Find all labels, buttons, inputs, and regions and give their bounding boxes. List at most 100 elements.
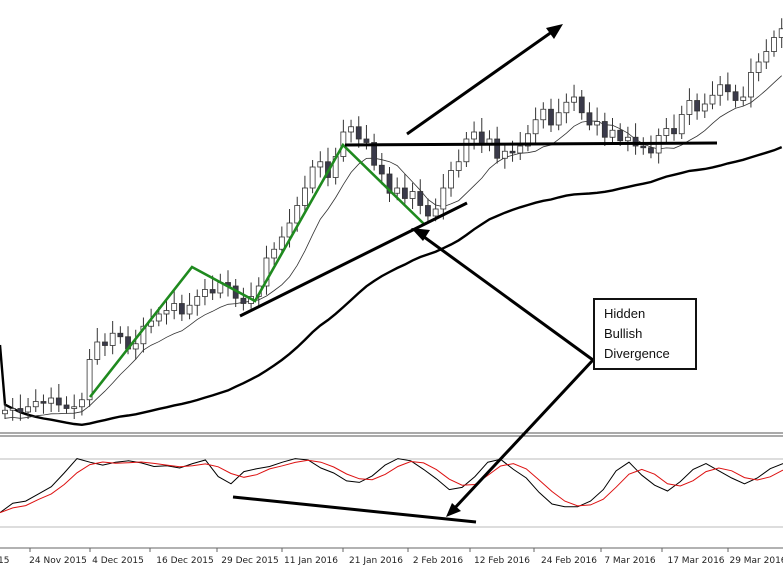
- label-line-3: Divergence: [604, 346, 670, 361]
- price-higher-low-trendline: [239, 201, 468, 318]
- candle-body: [117, 332, 124, 338]
- pointer-arrow-price-head: [411, 228, 430, 241]
- candle-body: [17, 408, 24, 413]
- candle-body: [594, 121, 601, 126]
- candle-body: [494, 138, 501, 159]
- pointer-arrow-price-shaft: [419, 232, 594, 362]
- candle-body: [601, 121, 608, 138]
- candle-body: [55, 397, 62, 406]
- candle-body: [455, 161, 462, 171]
- candle-body: [209, 289, 216, 294]
- time-tick-label: 4 Dec 2015: [92, 556, 144, 566]
- green-zigzag-pattern: [88, 142, 425, 398]
- candle-body: [240, 297, 247, 304]
- candle-body: [709, 94, 716, 105]
- candle-body: [2, 409, 8, 415]
- time-tick-label: 29 Dec 2015: [221, 556, 279, 566]
- label-line-2: Bullish: [604, 326, 643, 341]
- candle-body: [140, 325, 147, 345]
- candle-body: [271, 248, 278, 259]
- candle-body: [186, 304, 193, 315]
- oscillator-signal-line: [0, 459, 783, 514]
- candle-body: [663, 128, 670, 136]
- candle-body: [671, 128, 677, 135]
- candle-body: [32, 401, 39, 408]
- candle-body: [355, 126, 362, 140]
- candle-body: [555, 112, 562, 126]
- candle-body: [432, 208, 439, 217]
- candle-body: [678, 114, 685, 135]
- candle-body: [25, 406, 31, 413]
- candles-group: [2, 18, 783, 421]
- candle-body: [717, 84, 724, 96]
- candle-body: [471, 131, 477, 140]
- candle-body: [478, 131, 485, 145]
- candle-body: [755, 61, 762, 73]
- candle-body: [102, 341, 108, 346]
- candle-body: [640, 145, 647, 149]
- candle-body: [401, 187, 408, 199]
- oscillator-main-line: [0, 458, 783, 514]
- candle-body: [394, 187, 401, 194]
- candle-body: [86, 359, 93, 401]
- candle-body: [278, 236, 285, 250]
- candle-body: [771, 37, 777, 52]
- candle-body: [609, 129, 616, 138]
- candle-body: [509, 150, 516, 154]
- candle-body: [9, 408, 16, 411]
- candle-body: [624, 136, 631, 142]
- candle-body: [40, 401, 47, 404]
- candle-body: [371, 142, 378, 166]
- candle-body: [363, 138, 370, 143]
- candle-body: [548, 108, 554, 126]
- candle-body: [740, 96, 747, 101]
- time-axis: 2015 24 Nov 2015 4 Dec 2015 16 Dec 2015 29 D…: [0, 548, 783, 566]
- time-tick-label: 12 Feb 2016: [474, 556, 530, 566]
- pointer-arrow-oscillator-shaft: [450, 358, 595, 513]
- candle-body: [425, 205, 431, 217]
- candle-body: [517, 145, 524, 154]
- candle-body: [79, 399, 85, 408]
- candle-body: [632, 136, 639, 147]
- candle-body: [778, 28, 783, 38]
- time-tick-label: 16 Dec 2015: [156, 556, 214, 566]
- candle-body: [309, 166, 316, 189]
- candle-body: [155, 313, 162, 322]
- label-line-1: Hidden: [604, 306, 646, 321]
- resistance-line: [344, 141, 718, 147]
- candle-body: [178, 303, 185, 315]
- candle-body: [525, 133, 531, 147]
- long-moving-average-line: [0, 145, 783, 427]
- candle-body: [540, 108, 547, 121]
- candle-body: [617, 129, 624, 142]
- candle-body: [501, 150, 508, 159]
- candle-body: [317, 161, 324, 168]
- time-tick-label: 17 Mar 2016: [667, 556, 724, 566]
- candle-body: [763, 51, 770, 63]
- candle-body: [386, 173, 393, 194]
- candle-body: [440, 187, 447, 210]
- candle-body: [732, 91, 739, 101]
- candle-body: [378, 164, 385, 175]
- candle-body: [448, 170, 454, 189]
- hidden-bullish-divergence-label: Hidden Bullish Divergence: [593, 298, 697, 370]
- candle-body: [563, 101, 570, 114]
- candle-body: [694, 100, 700, 112]
- candle-body: [686, 100, 693, 115]
- candle-body: [302, 187, 308, 206]
- candle-body: [294, 205, 301, 224]
- candle-body: [748, 72, 754, 98]
- time-tick-label: 21 Jan 2016: [349, 556, 403, 566]
- time-tick-label: 7 Mar 2016: [604, 556, 656, 566]
- candle-body: [578, 96, 585, 114]
- candle-body: [571, 96, 577, 103]
- oscillator-lower-low-trendline: [232, 495, 477, 524]
- time-tick-label: 2015: [0, 556, 9, 566]
- candle-body: [132, 343, 139, 350]
- candle-body: [417, 191, 424, 206]
- candle-body: [648, 147, 654, 154]
- time-tick-label: 29 Mar 2016: [729, 556, 783, 566]
- candle-body: [586, 112, 593, 126]
- candle-body: [94, 341, 101, 360]
